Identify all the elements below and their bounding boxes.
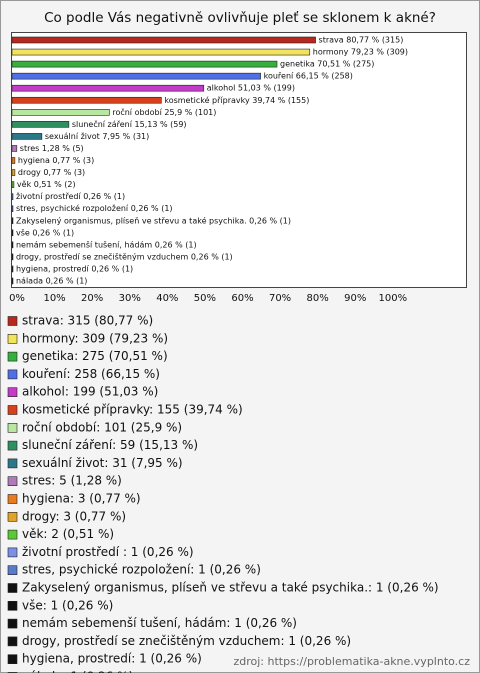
legend-swatch xyxy=(7,547,18,558)
bar xyxy=(11,229,14,237)
legend-label: nálada: 1 (0,26 %) xyxy=(22,670,133,673)
legend-label: drogy, prostředí se znečištěným vzduchem… xyxy=(22,634,351,648)
legend-swatch xyxy=(7,351,18,362)
bar xyxy=(11,157,16,164)
legend-label: stres: 5 (1,28 %) xyxy=(22,474,122,488)
bar-label: kouření 66,15 % (258) xyxy=(264,72,353,81)
source: zdroj: https://problematika-akne.vyplnto… xyxy=(233,655,470,668)
legend-label: nemám sebemenší tušení, hádám: 1 (0,26 %… xyxy=(22,616,297,630)
legend-label: věk: 2 (0,51 %) xyxy=(22,527,114,541)
bar-label: kosmetické přípravky 39,74 % (155) xyxy=(164,95,309,105)
legend-label: hygiena: 3 (0,77 %) xyxy=(22,492,141,506)
bar-label: životní prostředí 0,26 % (1) xyxy=(16,192,125,201)
x-tick-label: 30% xyxy=(119,293,141,304)
bar-label: hygiena, prostredí 0,26 % (1) xyxy=(16,264,133,273)
bar-label: roční období 25,9 % (101) xyxy=(112,107,216,117)
bar xyxy=(11,181,15,188)
bar xyxy=(11,277,14,285)
legend-label: strava: 315 (80,77 %) xyxy=(22,314,153,328)
x-tick-label: 50% xyxy=(194,293,216,304)
legend-label: sexuální život: 31 (7,95 %) xyxy=(22,456,183,470)
bar-label: stres 1,28 % (5) xyxy=(20,144,84,153)
legend-swatch xyxy=(7,333,18,344)
bar xyxy=(11,205,14,212)
bar-label: sexuální život 7,95 % (31) xyxy=(45,132,149,141)
bar-label: drogy, prostředí se znečištěným vzduchem… xyxy=(16,251,233,261)
bar-label: věk 0,51 % (2) xyxy=(17,180,76,189)
chart-title: Co podle Vás negativně ovlivňuje pleť se… xyxy=(44,10,436,26)
legend-swatch xyxy=(7,387,18,398)
bar xyxy=(11,169,16,176)
bar xyxy=(11,84,205,92)
bar xyxy=(11,265,14,273)
legend-swatch xyxy=(7,405,18,415)
x-tick-label: 80% xyxy=(307,293,329,304)
legend-label: drogy: 3 (0,77 %) xyxy=(22,509,126,523)
legend-label: genetika: 275 (70,51 %) xyxy=(22,349,168,363)
x-tick-label: 90% xyxy=(344,293,366,304)
legend-label: sluneční záření: 59 (15,13 %) xyxy=(22,438,198,452)
bar xyxy=(11,36,316,44)
bar-label: drogy 0,77 % (3) xyxy=(18,168,85,177)
bar xyxy=(11,253,14,261)
legend-swatch xyxy=(7,618,18,629)
bar-label: nálada 0,26 % (1) xyxy=(16,277,87,286)
legend-swatch xyxy=(7,316,18,326)
legend-label: Zakyselený organismus, plíseň ve střevu … xyxy=(22,581,439,595)
bar-label: genetika 70,51 % (275) xyxy=(280,60,374,69)
x-tick-label: 60% xyxy=(231,293,253,304)
bar xyxy=(11,72,261,80)
legend-swatch xyxy=(7,565,18,576)
legend-swatch xyxy=(7,422,18,433)
bar-label: hygiena 0,77 % (3) xyxy=(18,156,94,165)
legend-label: hygiena, prostredí: 1 (0,26 %) xyxy=(22,652,202,666)
legend-swatch xyxy=(7,511,18,522)
legend-swatch xyxy=(7,476,18,487)
legend-swatch xyxy=(7,458,18,469)
legend-label: kosmetické přípravky: 155 (39,74 %) xyxy=(22,403,243,417)
x-tick-label: 100% xyxy=(379,293,408,304)
x-tick-label: 10% xyxy=(43,293,65,304)
x-tick-label: 70% xyxy=(269,293,291,304)
legend-swatch xyxy=(7,600,18,611)
x-tick-label: 0% xyxy=(9,293,25,304)
bar xyxy=(11,217,14,225)
bar xyxy=(11,241,14,249)
legend-swatch xyxy=(7,529,18,540)
bar xyxy=(11,145,18,152)
bar xyxy=(11,121,70,128)
x-tick-label: 20% xyxy=(81,293,103,304)
legend-label: kouření: 258 (66,15 %) xyxy=(22,367,160,381)
bar xyxy=(11,60,278,68)
bar-label: strava 80,77 % (315) xyxy=(319,36,404,45)
legend-swatch xyxy=(7,654,18,665)
x-tick-label: 40% xyxy=(156,293,178,304)
bar-label: vše 0,26 % (1) xyxy=(16,227,74,237)
legend-label: alkohol: 199 (51,03 %) xyxy=(22,385,158,399)
legend-swatch xyxy=(7,369,18,380)
bar xyxy=(11,109,110,116)
bar-label: hormony 79,23 % (309) xyxy=(313,48,408,57)
bar-label: nemám sebemenší tušení, hádám 0,26 % (1) xyxy=(16,239,197,249)
legend-label: hormony: 309 (79,23 %) xyxy=(22,331,168,345)
legend-swatch xyxy=(7,494,18,504)
legend-label: roční období: 101 (25,9 %) xyxy=(22,420,182,434)
bar-label: stres, psychické rozpoložení 0,26 % (1) xyxy=(16,203,173,213)
bar xyxy=(11,96,162,104)
legend-swatch xyxy=(7,583,18,593)
legend-label: vše: 1 (0,26 %) xyxy=(22,598,113,612)
bar xyxy=(11,48,311,56)
bar xyxy=(11,193,14,200)
legend-swatch xyxy=(7,440,18,451)
bar-label: sluneční záření 15,13 % (59) xyxy=(72,119,187,129)
bar xyxy=(11,133,43,140)
bar-label: Zakyselený organismus, plíseň ve střevu … xyxy=(16,215,291,225)
legend-swatch xyxy=(7,636,18,647)
legend-label: stres, psychické rozpoložení: 1 (0,26 %) xyxy=(22,563,261,577)
bar-label: alkohol 51,03 % (199) xyxy=(207,84,295,93)
legend-label: životní prostředí : 1 (0,26 %) xyxy=(22,545,194,559)
